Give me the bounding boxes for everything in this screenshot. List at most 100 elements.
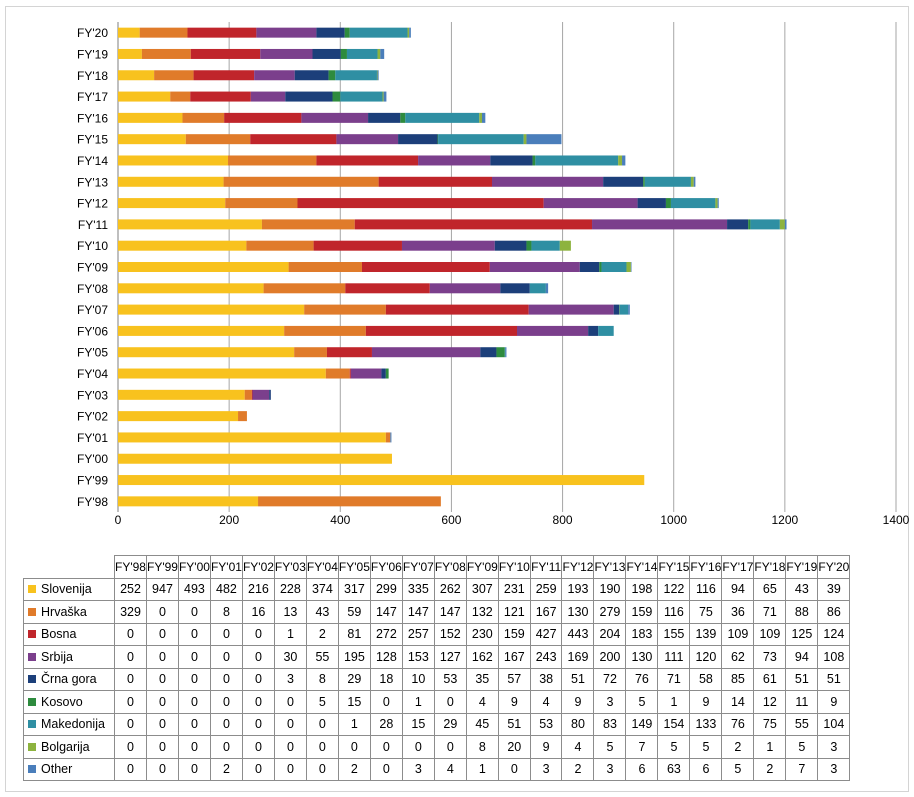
legend-swatch (28, 697, 36, 706)
table-cell: 4 (433, 757, 467, 781)
table-row: Kosovo 0 0 0 0 0 0 5 15 0 1 0 4 9 4 9 3 5 1 9 14 12 11 9 (23, 690, 851, 714)
legend-swatch (28, 742, 36, 751)
bar-segment (170, 91, 191, 102)
table-row: Makedonija 0 0 0 0 0 0 0 1 28 15 29 45 51 53 80 83 149 154… (23, 712, 851, 736)
table-cell: 317 (337, 577, 371, 601)
table-cell: 111 (657, 645, 691, 669)
table-cell: 120 (689, 645, 723, 669)
bar-segment (118, 304, 305, 315)
table-cell: 35 (465, 667, 499, 691)
bar-segment (622, 155, 626, 166)
table-row: Other 0 0 0 2 0 0 0 2 0 3 4 1 0 3 2 3 6 63 6 5 2 7 3 (23, 757, 851, 781)
bar-segment (619, 304, 629, 315)
y-category-label: FY'98 (77, 495, 108, 509)
table-column-header: FY'05 (337, 555, 371, 579)
bar-segment (382, 91, 384, 102)
table-cell: 427 (529, 622, 563, 646)
bar-segment (376, 70, 378, 81)
table-cell: 198 (625, 577, 659, 601)
table-cell: 6 (625, 757, 659, 781)
table-cell: 9 (817, 690, 851, 714)
bar-segment (368, 112, 401, 123)
table-cell: 0 (273, 757, 307, 781)
bar-segment (401, 240, 495, 251)
table-cell: 0 (177, 690, 211, 714)
bar-segment (238, 411, 247, 422)
table-cell: 128 (369, 645, 403, 669)
table-cell: 4 (561, 735, 595, 759)
table-cell: 59 (337, 600, 371, 624)
table-cell: 0 (145, 600, 179, 624)
bar-segment (727, 219, 749, 230)
table-cell: 3 (817, 735, 851, 759)
y-category-label: FY'04 (77, 367, 108, 381)
bar-segment (405, 112, 480, 123)
bar-segment (313, 240, 402, 251)
table-cell: 169 (561, 645, 595, 669)
table-cell: 329 (114, 600, 147, 624)
legend-swatch (28, 585, 36, 594)
bar-segment (380, 48, 385, 59)
table-cell: 0 (305, 735, 339, 759)
y-category-label: FY'06 (77, 324, 108, 338)
x-tick-label: 1000 (660, 513, 687, 527)
legend-label: Makedonija (41, 717, 105, 732)
table-cell: 190 (593, 577, 627, 601)
table-cell: 0 (177, 735, 211, 759)
bar-segment (254, 70, 295, 81)
table-cell: 228 (273, 577, 307, 601)
bar-segment (228, 155, 317, 166)
table-cell: 0 (401, 735, 435, 759)
bar-segment (185, 134, 251, 145)
legend-entry: Makedonija (23, 712, 115, 736)
y-category-label: FY'12 (77, 197, 108, 211)
table-cell: 122 (657, 577, 691, 601)
table-cell: 43 (785, 577, 819, 601)
table-cell: 9 (689, 690, 723, 714)
table-cell: 0 (145, 757, 179, 781)
bar-segment (438, 134, 524, 145)
bar-segment (250, 134, 337, 145)
table-body: Slovenija 252 947 493 482 216 228 374 317 299 335 2… (23, 577, 851, 781)
table-cell: 75 (689, 600, 723, 624)
table-cell: 5 (305, 690, 339, 714)
x-tick-label: 400 (330, 513, 350, 527)
table-cell: 20 (497, 735, 531, 759)
table-cell: 63 (657, 757, 691, 781)
legend-label: Other (41, 762, 73, 777)
bar-segment (480, 347, 497, 358)
bar-segment (490, 155, 533, 166)
bar-segment (118, 27, 140, 38)
x-tick-label: 1200 (772, 513, 799, 527)
bar-segment (118, 389, 245, 400)
bar-segment (263, 283, 346, 294)
x-axis-labels: 0 200 400 600 800 1000 1200 1400 (115, 513, 910, 527)
y-category-label: FY'09 (77, 261, 108, 275)
table-cell: 9 (529, 735, 563, 759)
table-cell: 153 (401, 645, 435, 669)
legend-label: Slovenija (41, 582, 92, 597)
table-cell: 0 (273, 735, 307, 759)
table-cell: 0 (273, 712, 307, 736)
table-column-header: FY'03 (273, 555, 307, 579)
bar-segment (118, 283, 264, 294)
table-cell: 2 (337, 757, 371, 781)
bar-segment (598, 325, 614, 336)
bar-segment (301, 112, 369, 123)
table-cell: 94 (785, 645, 819, 669)
x-tick-label: 0 (115, 513, 122, 527)
table-cell: 5 (689, 735, 723, 759)
table-column-header: FY'12 (561, 555, 595, 579)
table-cell: 15 (337, 690, 371, 714)
bar-segment (118, 432, 386, 443)
table-cell: 482 (209, 577, 243, 601)
table-cell: 51 (785, 667, 819, 691)
bar-segment (750, 219, 780, 230)
legend-swatch (28, 652, 36, 661)
table-column-header: FY'13 (593, 555, 627, 579)
table-cell: 108 (817, 645, 851, 669)
gridlines (117, 22, 897, 512)
table-cell: 121 (497, 600, 531, 624)
table-cell: 0 (433, 690, 467, 714)
table-cell: 0 (273, 690, 307, 714)
